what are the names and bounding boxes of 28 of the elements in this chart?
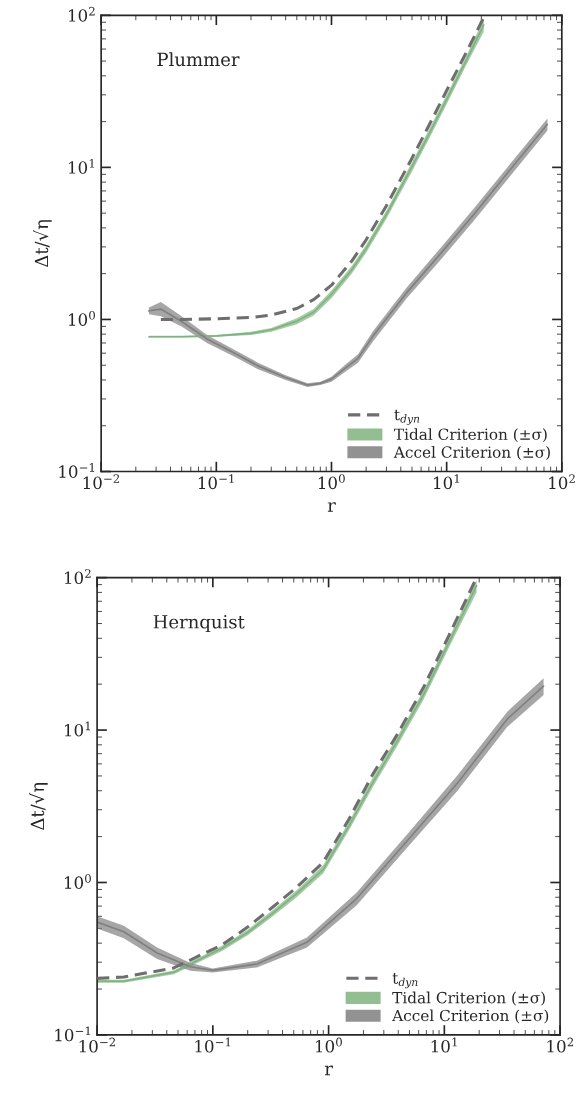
y-axis-title: Δt/√η [29, 783, 48, 830]
legend-label: t$_{dyn}$ [392, 973, 418, 989]
legend-label: t$_{dyn}$ [394, 409, 420, 425]
x-tick-label: 10$^{1}$ [434, 474, 460, 490]
legend-label: Accel Criterion (±σ) [393, 446, 550, 461]
x-axis-title: r [324, 1065, 333, 1076]
y-tick-label: 10$^{0}$ [68, 310, 95, 326]
y-tick-label: 10$^{2}$ [64, 569, 91, 585]
x-tick-label: 10$^{−1}$ [198, 474, 234, 490]
y-axis-title: Δt/√η [33, 220, 52, 268]
legend-label: Accel Criterion (±σ) [392, 1009, 549, 1024]
x-tick-label: 10$^{0}$ [315, 1037, 342, 1053]
y-tick-label: 10$^{1}$ [64, 721, 91, 737]
y-tick-label: 10$^{1}$ [68, 158, 95, 174]
y-tick-label: 10$^{2}$ [68, 6, 95, 22]
x-tick-label: 10$^{2}$ [549, 474, 575, 490]
annotation: Hernquist [153, 615, 245, 633]
legend-label: Tidal Criterion (±σ) [394, 428, 547, 443]
x-tick-label: 10$^{−1}$ [195, 1037, 231, 1053]
legend-label: Tidal Criterion (±σ) [392, 991, 545, 1006]
x-axis-title: r [327, 502, 336, 512]
annotation: Plummer [157, 52, 240, 67]
x-tick-label: 10$^{0}$ [318, 474, 345, 490]
x-tick-label: 10$^{2}$ [547, 1037, 574, 1053]
y-tick-label: 10$^{0}$ [64, 873, 91, 889]
x-tick-label: 10$^{−2}$ [79, 1037, 116, 1053]
x-tick-label: 10$^{−2}$ [83, 474, 120, 490]
x-tick-label: 10$^{1}$ [431, 1037, 457, 1053]
